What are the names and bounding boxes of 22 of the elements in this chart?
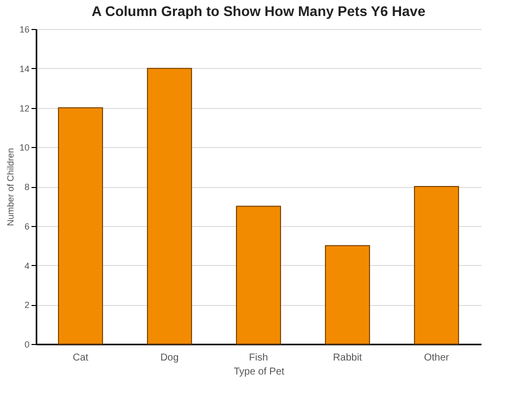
y-tick-label: 10	[19, 142, 30, 153]
y-tick-label: 0	[24, 340, 30, 350]
bar	[58, 107, 104, 344]
chart-title: A Column Graph to Show How Many Pets Y6 Have	[92, 3, 426, 19]
x-tick-label: Rabbit	[333, 352, 362, 364]
y-tick-label: 8	[24, 182, 30, 192]
x-axis-title: Type of Pet	[234, 366, 285, 378]
y-tick-label: 12	[19, 103, 30, 114]
bar	[324, 245, 370, 344]
bar	[236, 206, 282, 344]
y-tick-label: 14	[19, 64, 30, 74]
x-tick-label: Other	[424, 352, 450, 364]
y-tick-label: 4	[24, 260, 30, 271]
bar	[146, 68, 192, 344]
y-tick-label: 2	[24, 300, 30, 310]
y-tick-label: 16	[19, 24, 30, 34]
y-tick-label: 6	[24, 221, 30, 232]
x-tick-label: Cat	[72, 352, 88, 364]
y-axis-title: Number of Children	[5, 148, 16, 226]
bar	[414, 186, 460, 344]
x-tick-label: Fish	[249, 352, 268, 364]
x-tick-label: Dog	[160, 352, 179, 364]
